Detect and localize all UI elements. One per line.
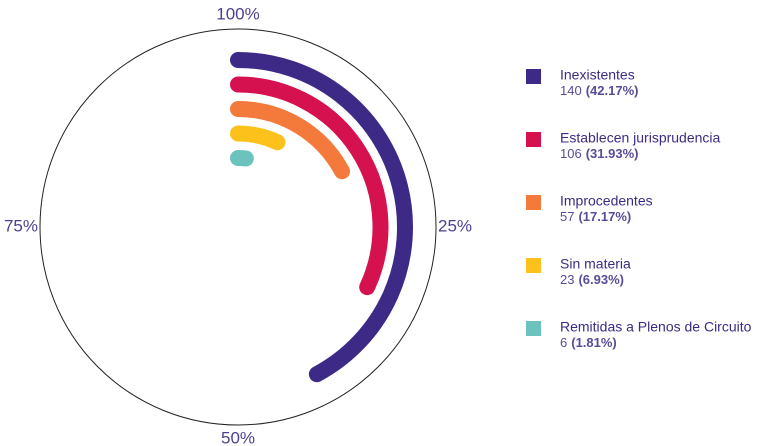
legend-count: 6 xyxy=(560,335,567,350)
legend-name: Inexistentes xyxy=(560,67,635,83)
radial-bar xyxy=(230,125,286,151)
legend-percent: (31.93%) xyxy=(586,146,639,161)
legend-percent: (42.17%) xyxy=(586,83,639,98)
tick-label: 75% xyxy=(4,216,38,235)
legend-value: 23 (6.93%) xyxy=(560,272,624,287)
legend-swatch xyxy=(526,258,541,273)
legend-name: Sin materia xyxy=(560,256,631,272)
legend-name: Establecen jurisprudencia xyxy=(560,130,721,146)
radial-bar xyxy=(230,76,389,296)
legend-percent: (17.17%) xyxy=(578,209,631,224)
legend-value: 106 (31.93%) xyxy=(560,146,638,161)
radial-bar xyxy=(230,101,351,180)
legend-value: 140 (42.17%) xyxy=(560,83,638,98)
legend-count: 23 xyxy=(560,272,574,287)
legend-swatch xyxy=(526,195,541,210)
tick-label: 50% xyxy=(221,428,255,446)
legend-name: Improcedentes xyxy=(560,193,653,209)
radial-bar xyxy=(230,52,413,383)
legend-name: Remitidas a Plenos de Circuito xyxy=(560,319,752,335)
legend-percent: (1.81%) xyxy=(571,335,617,350)
legend-swatch xyxy=(526,321,541,336)
tick-label: 25% xyxy=(438,216,472,235)
legend-count: 106 xyxy=(560,146,582,161)
legend-value: 6 (1.81%) xyxy=(560,335,617,350)
tick-label: 100% xyxy=(216,4,259,23)
legend-value: 57 (17.17%) xyxy=(560,209,631,224)
legend-swatch xyxy=(526,69,541,84)
legend-percent: (6.93%) xyxy=(578,272,624,287)
legend-count: 140 xyxy=(560,83,582,98)
legend-swatch xyxy=(526,132,541,147)
outline xyxy=(39,28,437,426)
legend-count: 57 xyxy=(560,209,574,224)
